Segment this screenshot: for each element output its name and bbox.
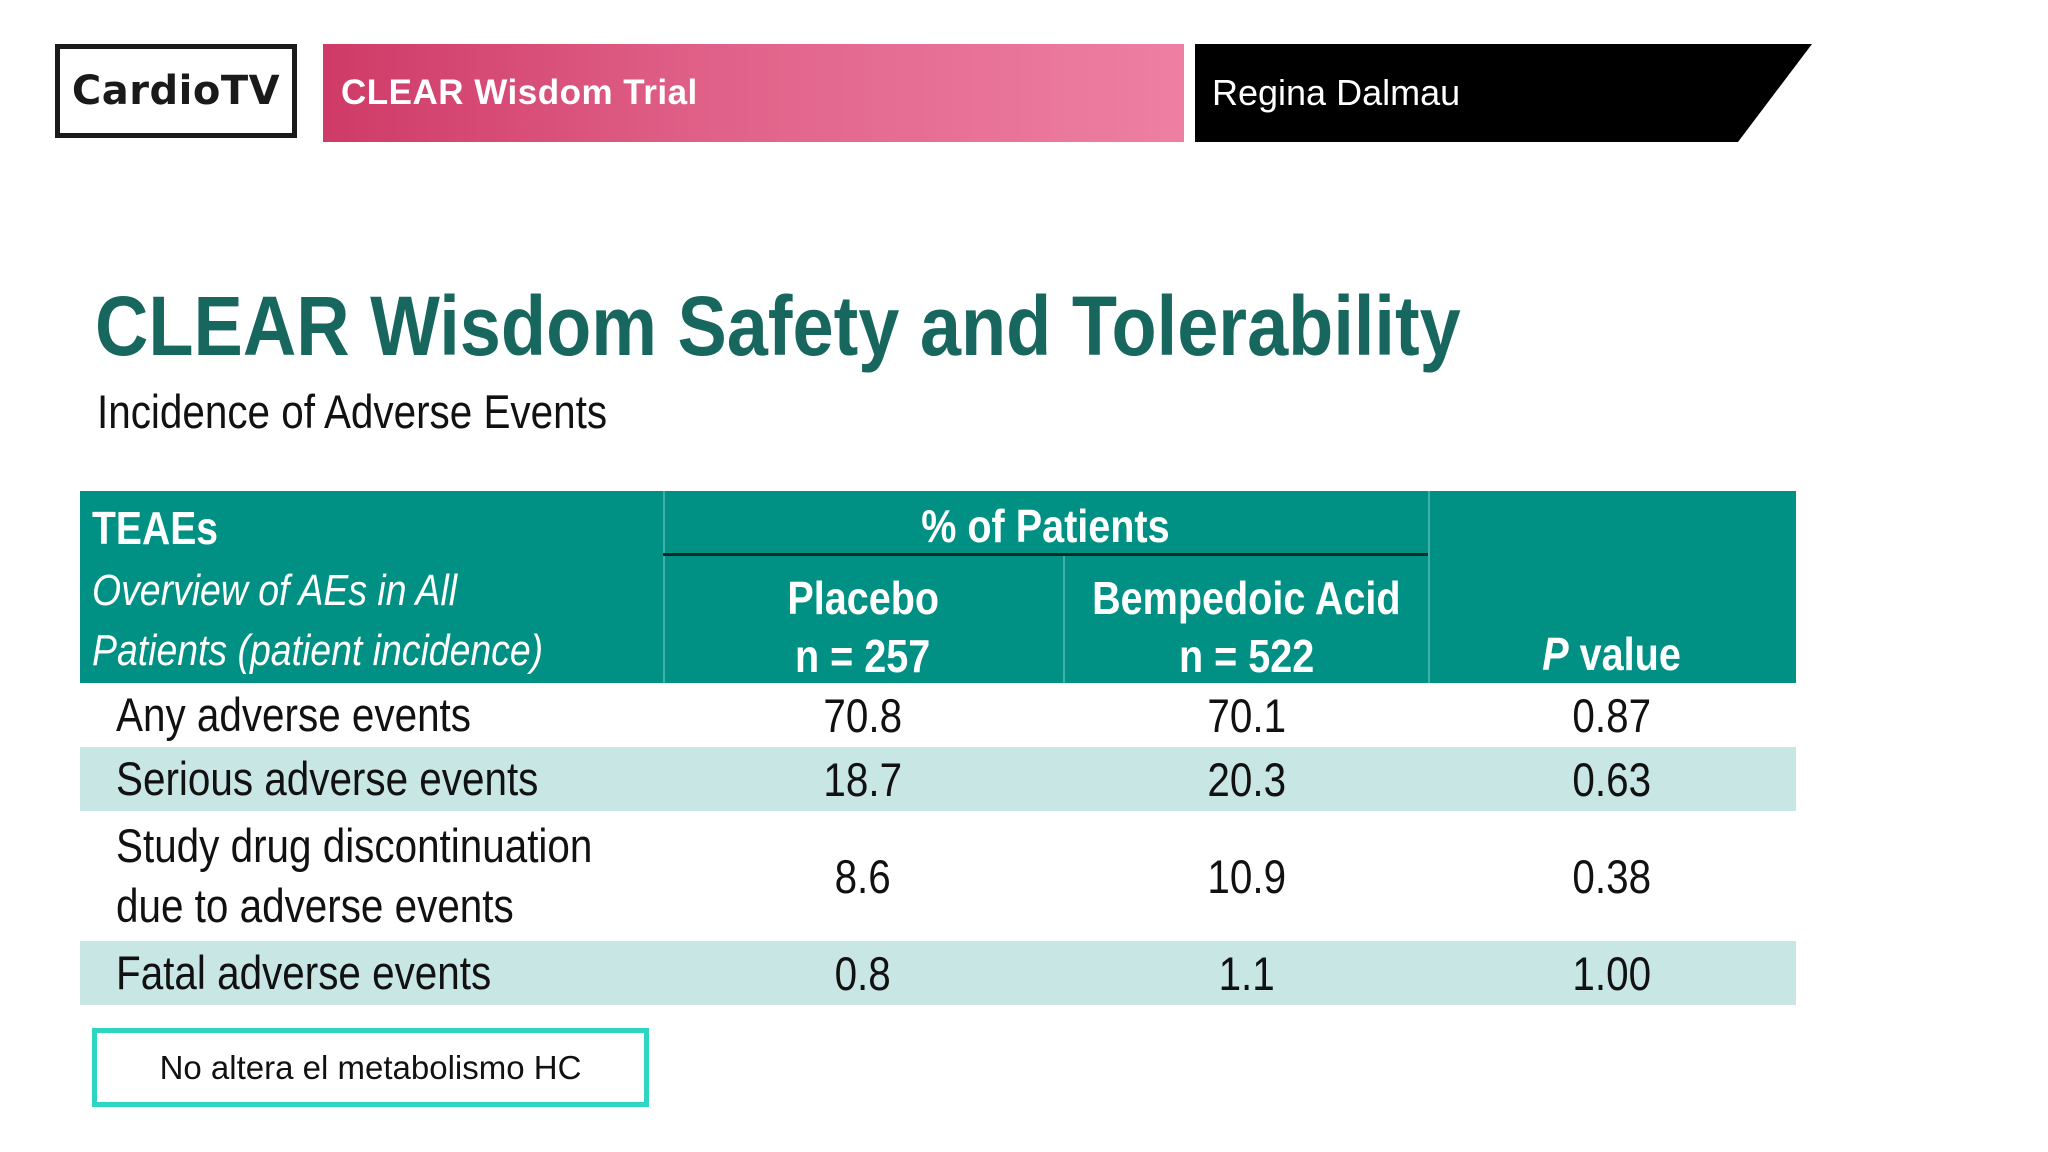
table-header: TEAEs Overview of AEs in All Patients (p…: [80, 491, 1796, 683]
p-value: 0.38: [1572, 849, 1652, 903]
table-row: Serious adverse events 18.7 20.3 0.63: [80, 747, 1796, 811]
slide-title: CLEAR Wisdom Safety and Tolerability: [95, 279, 1461, 373]
header-bempedoic-n: n = 522: [1178, 630, 1315, 682]
header-p-letter: P: [1542, 628, 1570, 680]
header-divider: [1063, 556, 1065, 683]
logo-text: CardioTV: [71, 68, 281, 114]
header-group-label: % of Patients: [921, 500, 1170, 552]
header-divider: [663, 491, 665, 683]
speaker-bar: Regina Dalmau: [1195, 44, 1812, 142]
header-teaes: TEAEs: [92, 502, 219, 554]
table-row: Fatal adverse events 0.8 1.1 1.00: [80, 941, 1796, 1005]
header-divider: [1428, 491, 1430, 683]
header-placebo-n: n = 257: [795, 630, 931, 682]
p-value: 1.00: [1572, 946, 1652, 1000]
table-row: Any adverse events 70.8 70.1 0.87: [80, 683, 1796, 747]
header-overview-line2: Patients (patient incidence): [92, 626, 544, 675]
program-title-bar: CLEAR Wisdom Trial: [323, 44, 1184, 142]
header-bempedoic-name: Bempedoic Acid: [1092, 572, 1401, 624]
p-value: 0.63: [1572, 752, 1652, 806]
placebo-value: 8.6: [834, 849, 892, 903]
row-label: Study drug discontinuation due to advers…: [116, 811, 670, 941]
header-placebo: Placebo n = 257: [663, 569, 1063, 685]
placebo-value: 0.8: [834, 946, 892, 1000]
speaker-name: Regina Dalmau: [1212, 72, 1461, 113]
row-label: Any adverse events: [116, 688, 472, 741]
table-row: Study drug discontinuation due to advers…: [80, 811, 1796, 941]
slide-subtitle: Incidence of Adverse Events: [97, 385, 608, 438]
header-placebo-name: Placebo: [787, 572, 939, 624]
bempedoic-value: 20.3: [1207, 752, 1286, 806]
header-overview: Overview of AEs in All Patients (patient…: [92, 561, 543, 681]
row-label: Fatal adverse events: [116, 946, 492, 999]
bempedoic-value: 10.9: [1207, 849, 1286, 903]
row-label-line1: Study drug discontinuation: [116, 819, 593, 872]
bempedoic-value: 1.1: [1218, 946, 1275, 1000]
placebo-value: 18.7: [823, 752, 903, 806]
p-value: 0.87: [1572, 688, 1652, 742]
header-bempedoic: Bempedoic Acid n = 522: [1065, 569, 1428, 685]
row-label: Serious adverse events: [116, 752, 539, 805]
program-title: CLEAR Wisdom Trial: [341, 73, 698, 112]
header-p-value: P value: [1428, 627, 1796, 681]
row-label-line2: due to adverse events: [116, 879, 514, 932]
cardiotv-logo: CardioTV: [55, 44, 297, 138]
note-box: No altera el metabolismo HC: [92, 1028, 649, 1107]
header-overview-line1: Overview of AEs in All: [92, 566, 458, 615]
header-percent-of-patients: % of Patients: [663, 499, 1428, 553]
bempedoic-value: 70.1: [1207, 688, 1286, 742]
header-p-rest: value: [1569, 628, 1682, 680]
note-text: No altera el metabolismo HC: [159, 1048, 582, 1086]
placebo-value: 70.8: [823, 688, 903, 742]
adverse-events-table: TEAEs Overview of AEs in All Patients (p…: [80, 491, 1796, 1005]
group-underline: [663, 553, 1428, 556]
